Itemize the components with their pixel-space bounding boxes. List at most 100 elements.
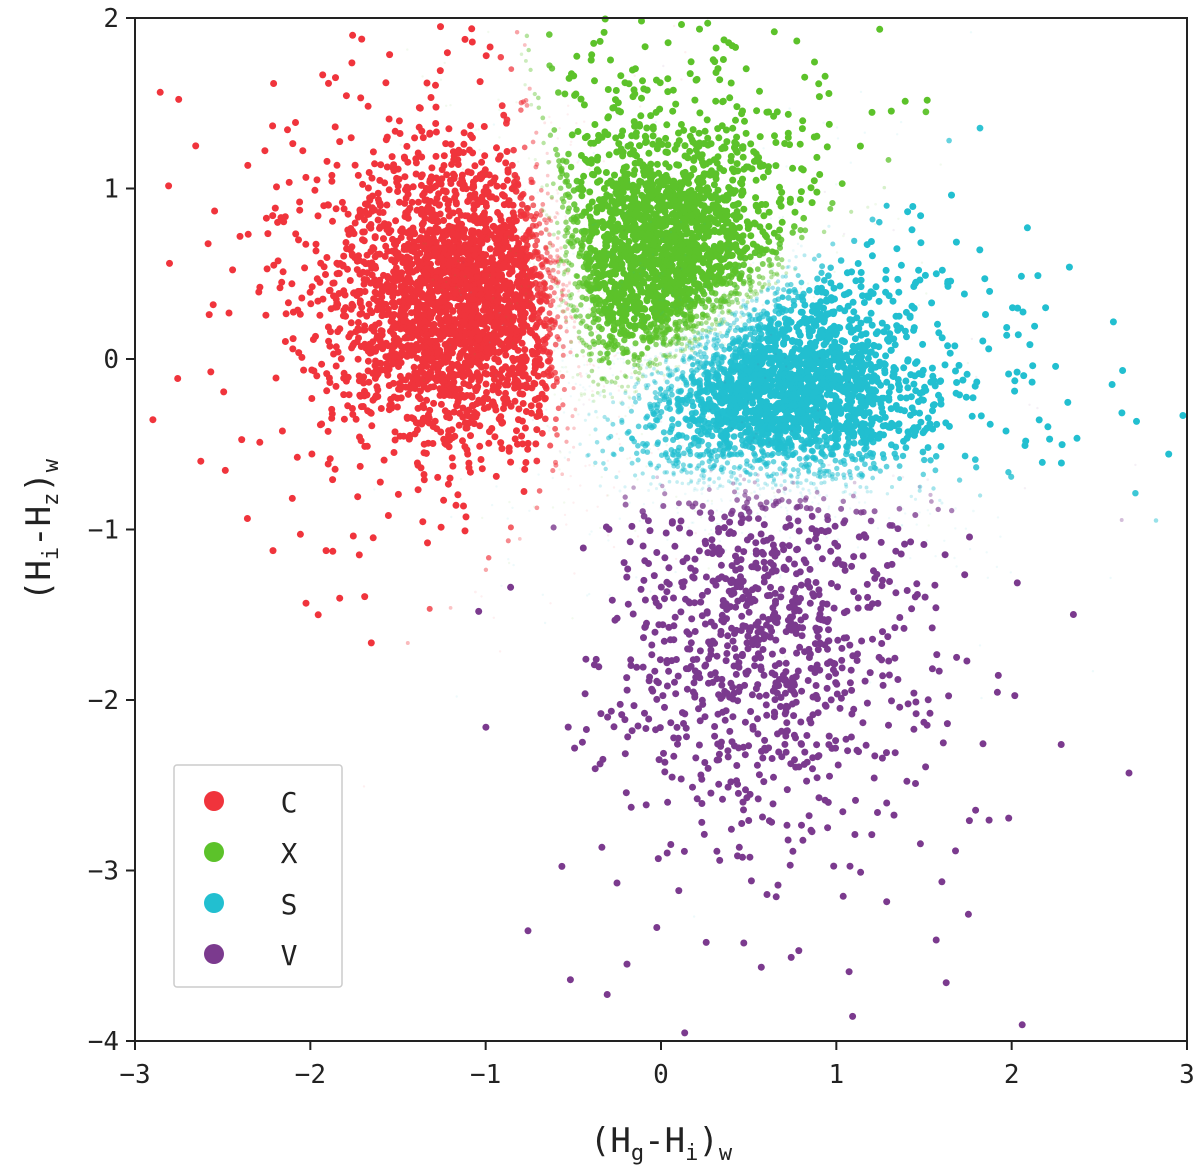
- data-point: [302, 173, 310, 181]
- data-point: [442, 291, 449, 299]
- data-point: [549, 194, 554, 200]
- data-point: [491, 319, 499, 327]
- data-point: [417, 367, 425, 375]
- data-point: [495, 379, 503, 386]
- data-point: [772, 491, 776, 494]
- data-point: [626, 457, 629, 460]
- data-point: [436, 210, 444, 218]
- data-point: [471, 162, 479, 170]
- data-point: [329, 279, 337, 287]
- data-point: [431, 417, 439, 425]
- data-point: [361, 442, 369, 450]
- data-point: [317, 259, 325, 267]
- data-point: [363, 312, 371, 320]
- data-point: [353, 266, 361, 274]
- data-point: [437, 276, 445, 284]
- data-point: [966, 361, 970, 365]
- data-point: [583, 120, 586, 123]
- data-point: [588, 433, 591, 437]
- data-point: [558, 326, 562, 330]
- data-point: [591, 121, 599, 128]
- data-point: [689, 126, 697, 134]
- data-point: [413, 354, 421, 362]
- data-point: [395, 117, 403, 125]
- data-point: [543, 348, 551, 356]
- data-point: [350, 289, 358, 297]
- data-point: [547, 254, 553, 260]
- data-point: [342, 312, 350, 320]
- data-point: [332, 382, 340, 390]
- data-point: [733, 103, 741, 111]
- data-point: [244, 161, 252, 169]
- data-point: [613, 148, 621, 156]
- data-point: [435, 361, 443, 369]
- data-point: [664, 75, 672, 83]
- data-point: [823, 143, 831, 151]
- data-point: [445, 125, 453, 133]
- data-point: [507, 402, 515, 410]
- data-point: [507, 524, 514, 531]
- data-point: [476, 373, 484, 381]
- data-point: [467, 122, 475, 130]
- data-point: [491, 433, 499, 441]
- data-point: [480, 224, 483, 227]
- data-point: [420, 471, 428, 478]
- data-point: [618, 470, 621, 473]
- data-point: [359, 236, 366, 244]
- data-point: [428, 300, 436, 308]
- data-point: [714, 65, 722, 73]
- data-point: [592, 346, 595, 349]
- data-point: [356, 297, 364, 305]
- data-point: [165, 182, 173, 190]
- data-point: [477, 128, 480, 131]
- data-point: [498, 102, 506, 110]
- data-point: [439, 187, 447, 195]
- data-point: [760, 173, 767, 181]
- data-point: [366, 194, 374, 202]
- data-point: [298, 294, 306, 302]
- data-point: [323, 157, 331, 165]
- data-point: [593, 208, 601, 216]
- data-point: [522, 281, 530, 289]
- data-point: [533, 223, 540, 229]
- data-point: [665, 191, 673, 199]
- data-point: [471, 408, 478, 416]
- data-point: [373, 251, 381, 258]
- data-point: [421, 75, 424, 78]
- data-point: [519, 400, 527, 407]
- data-point: [556, 270, 561, 275]
- data-point: [716, 76, 724, 84]
- data-point: [444, 200, 452, 208]
- data-point: [498, 366, 506, 374]
- data-point: [328, 171, 336, 179]
- data-point: [454, 491, 462, 499]
- data-point: [612, 87, 620, 94]
- data-point: [439, 174, 442, 177]
- data-point: [423, 396, 431, 404]
- data-point: [491, 402, 499, 410]
- data-point: [602, 160, 605, 163]
- data-point: [560, 472, 565, 477]
- data-point: [586, 374, 591, 379]
- data-point: [821, 72, 829, 80]
- data-point: [532, 203, 536, 206]
- data-point: [645, 149, 653, 157]
- data-point: [450, 226, 453, 229]
- data-point: [349, 31, 357, 39]
- data-point: [497, 216, 505, 224]
- data-point: [391, 247, 399, 255]
- data-point: [437, 428, 445, 436]
- data-point: [882, 185, 887, 190]
- data-point: [500, 111, 508, 119]
- data-point: [492, 235, 499, 243]
- data-point: [577, 365, 581, 369]
- data-point: [562, 262, 566, 267]
- data-point: [410, 205, 413, 208]
- data-point: [546, 216, 551, 221]
- data-point: [394, 188, 402, 195]
- data-point: [497, 439, 505, 447]
- data-point: [615, 432, 618, 436]
- data-point: [400, 432, 408, 440]
- data-point: [530, 236, 533, 239]
- data-point: [799, 234, 805, 241]
